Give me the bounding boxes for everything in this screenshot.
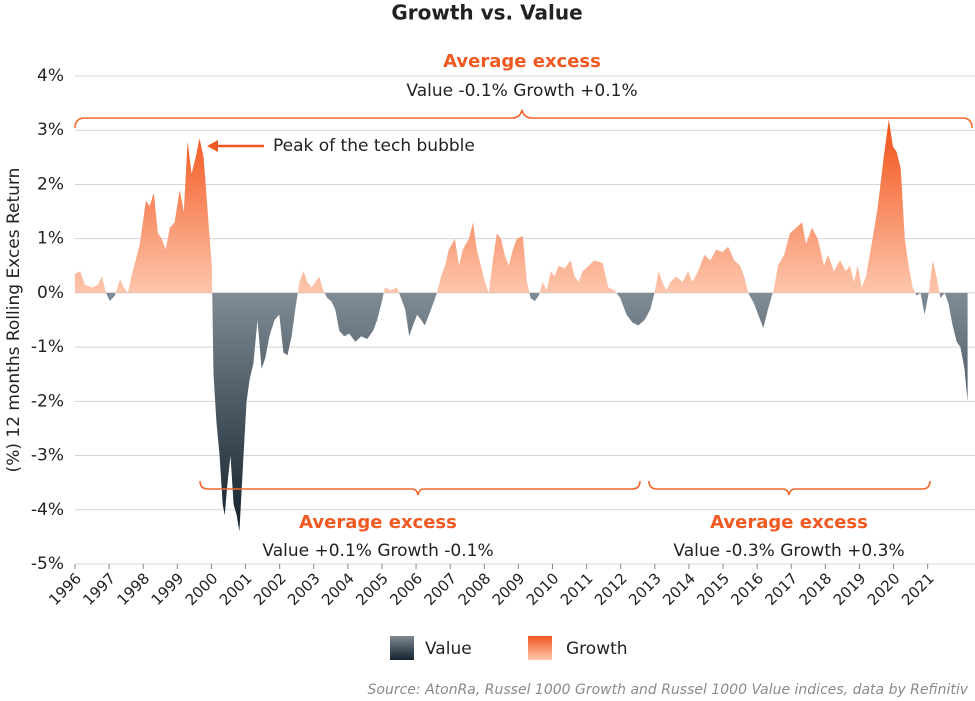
annotations: Average excess Value -0.1% Growth +0.1% … bbox=[74, 51, 973, 561]
annotation-text: Value +0.1% Growth -0.1% bbox=[262, 541, 493, 561]
x-tick-label: 2020 bbox=[864, 569, 904, 609]
plot-area bbox=[75, 119, 968, 532]
y-tick-label: -2% bbox=[31, 391, 64, 411]
y-tick-label: -3% bbox=[31, 446, 64, 466]
legend-label: Value bbox=[425, 639, 472, 659]
annotation-title: Average excess bbox=[443, 51, 601, 72]
x-tick-label: 2013 bbox=[625, 569, 665, 609]
x-tick-label: 2014 bbox=[659, 569, 699, 609]
y-tick-label: 4% bbox=[37, 66, 64, 86]
area-growth bbox=[75, 119, 940, 293]
x-tick-label: 2018 bbox=[796, 569, 836, 609]
x-tick-label: 2000 bbox=[182, 569, 222, 609]
x-tick-label: 2017 bbox=[762, 569, 802, 609]
legend: Value Growth bbox=[390, 636, 628, 660]
x-tick-label: 2004 bbox=[318, 569, 358, 609]
x-tick-label: 2009 bbox=[489, 569, 529, 609]
y-tick-label: 2% bbox=[37, 174, 64, 194]
x-tick-label: 2007 bbox=[420, 569, 460, 609]
x-tick-label: 2001 bbox=[216, 569, 256, 609]
annotation-text: Value -0.3% Growth +0.3% bbox=[673, 541, 904, 561]
x-tick-label: 2019 bbox=[830, 569, 870, 609]
bracket bbox=[74, 109, 973, 129]
chart-title: Growth vs. Value bbox=[391, 1, 582, 25]
x-tick-label: 2008 bbox=[455, 569, 495, 609]
annotation-title: Average excess bbox=[299, 512, 457, 533]
y-tick-label: 3% bbox=[37, 120, 64, 140]
x-tick-label: 1999 bbox=[148, 569, 188, 609]
x-tick-label: 2005 bbox=[352, 569, 392, 609]
y-axis-title: (%) 12 months Rolling Exces Return bbox=[4, 168, 24, 473]
y-tick-label: 1% bbox=[37, 229, 64, 249]
x-tick-label: 2003 bbox=[284, 569, 324, 609]
bracket bbox=[199, 480, 641, 496]
x-tick-label: 2011 bbox=[557, 569, 597, 609]
legend-swatch bbox=[528, 636, 552, 660]
annotation-title: Average excess bbox=[710, 512, 868, 533]
area-value bbox=[75, 292, 968, 532]
x-tick-label: 1998 bbox=[113, 569, 153, 609]
x-tick-label: 2015 bbox=[693, 569, 733, 609]
legend-swatch bbox=[390, 636, 414, 660]
source-note: Source: AtonRa, Russel 1000 Growth and R… bbox=[368, 682, 969, 698]
legend-label: Growth bbox=[566, 639, 628, 659]
x-tick-label: 1997 bbox=[79, 569, 119, 609]
y-tick-label: -5% bbox=[31, 554, 64, 574]
x-tick-label: 2010 bbox=[523, 569, 563, 609]
x-tick-label: 2006 bbox=[386, 569, 426, 609]
x-tick-label: 2002 bbox=[250, 569, 290, 609]
y-tick-label: -4% bbox=[31, 500, 64, 520]
callout-arrowhead bbox=[207, 140, 218, 152]
x-tick-label: 2021 bbox=[898, 569, 938, 609]
y-tick-label: 0% bbox=[37, 283, 64, 303]
bracket bbox=[648, 480, 931, 496]
x-tick-label: 1996 bbox=[45, 569, 85, 609]
callout: Peak of the tech bubble bbox=[273, 136, 475, 156]
y-tick-label: -1% bbox=[31, 337, 64, 357]
annotation-text: Value -0.1% Growth +0.1% bbox=[406, 81, 637, 101]
x-tick-label: 2012 bbox=[591, 569, 631, 609]
x-tick-label: 2016 bbox=[727, 569, 767, 609]
